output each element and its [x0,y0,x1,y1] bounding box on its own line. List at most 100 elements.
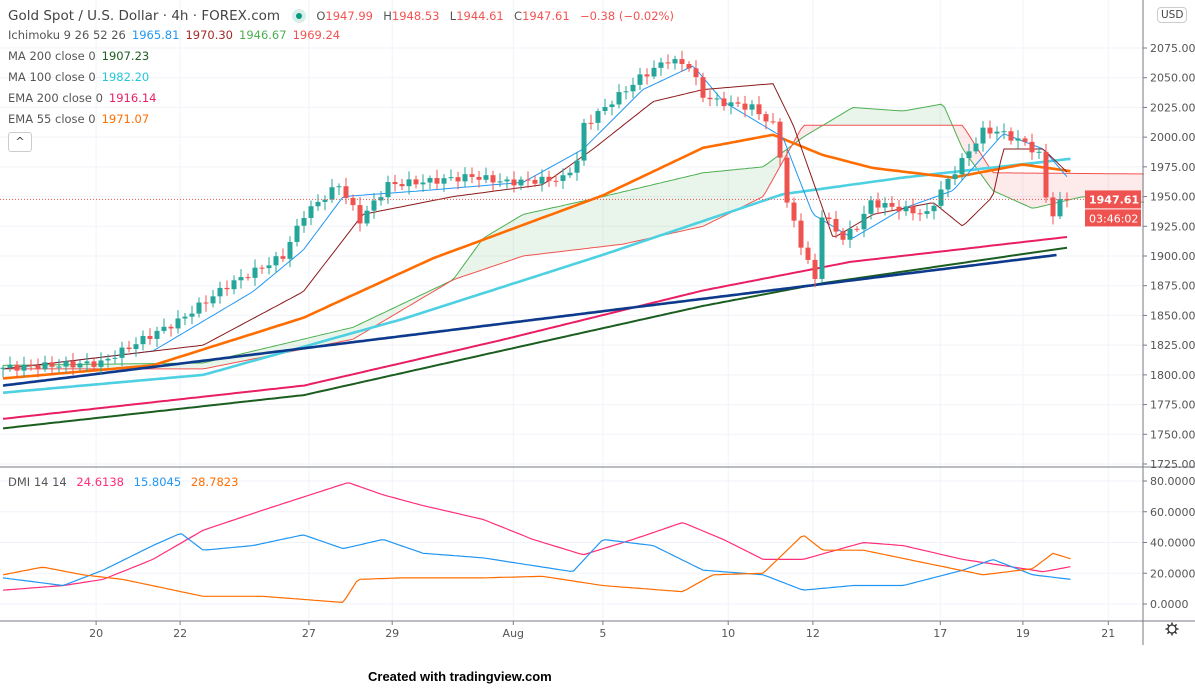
price-tick-label: 2050.00 [1150,72,1195,85]
ichimoku-cloud-segment [531,211,535,256]
candle-body [938,189,944,206]
time-tick-label: 10 [721,627,735,640]
candle-body [413,179,419,185]
indicator-name: EMA 200 close 0 [8,91,103,105]
candle-body [819,217,825,279]
time-tick-label: Aug [503,627,524,640]
ichimoku-cloud-segment [87,364,91,369]
bar-countdown-label: 03:46:02 [1089,212,1138,225]
candle-body [609,104,615,108]
candle-body [847,228,853,240]
ichimoku-cloud-segment [192,363,196,369]
currency-button[interactable]: USD [1157,7,1188,23]
ichimoku-cloud-segment [430,289,434,294]
time-tick-label: 12 [806,627,820,640]
time-tick-label: 17 [933,627,947,640]
candle-body [952,174,958,179]
ichimoku-cloud-segment [318,334,322,347]
ichimoku-cloud-segment [664,181,668,235]
low-value: 1944.61 [456,9,504,23]
candle-body [434,177,440,184]
candle-body [357,205,363,224]
candle-body [70,361,76,368]
ichimoku-cloud-segment [878,109,882,126]
ichimoku-cloud-segment [188,363,192,369]
ichimoku-cloud-segment [717,171,721,220]
price-tick-label: 1975.00 [1150,161,1195,174]
settings-gear-icon[interactable] [1165,622,1179,636]
candle-body [371,200,377,211]
ichimoku-cloud-segment [426,290,430,296]
candle-body [882,202,888,208]
candle-body [644,74,650,77]
candle-body [833,218,839,232]
ichimoku-cloud-segment [895,110,899,126]
candle-body [308,206,314,218]
candle-body [931,205,937,212]
candle-body [42,362,48,370]
candle-body [56,366,62,368]
ichimoku-cloud-segment [885,109,889,126]
ichimoku-cloud-segment [314,335,318,347]
indicator-value: 1946.67 [239,28,287,42]
ichimoku-cloud-segment [622,191,626,245]
time-tick-label: 22 [173,627,187,640]
ichimoku-cloud-segment [909,109,913,126]
price-tick-label: 1825.00 [1150,339,1195,352]
ichimoku-cloud-segment [395,305,399,315]
candle-body [1029,141,1035,153]
ichimoku-cloud-segment [745,168,749,206]
ichimoku-cloud-segment [748,167,752,204]
ichimoku-cloud-segment [867,108,871,126]
collapse-legend-button[interactable]: ^ [8,132,32,152]
ichimoku-cloud-segment [626,190,630,244]
ichimoku-cloud-segment [108,364,112,369]
candle-body [35,365,41,370]
candle-body [924,211,930,214]
ichimoku-cloud-segment [1053,173,1057,204]
ichimoku-cloud-segment [685,176,689,231]
candle-body [224,287,230,290]
ichimoku-cloud-segment [500,226,504,264]
ichimoku-cloud-segment [654,183,658,238]
candle-body [231,280,237,290]
ichimoku-cloud-segment [384,310,388,321]
ichimoku-cloud-segment [853,107,857,126]
candle-body [1057,198,1063,217]
time-tick-label: 20 [89,627,103,640]
candle-body [315,201,321,207]
candle-body [581,122,587,161]
candle-body [259,267,265,269]
candle-body [406,179,412,187]
candle-body [770,121,776,123]
candle-body [630,84,636,92]
series-line-ma-200 [2,246,1068,430]
ichimoku-cloud-segment [1000,172,1004,196]
ichimoku-cloud-segment [752,167,756,203]
ichimoku-cloud-segment [692,174,696,229]
ichimoku-cloud-segment [706,172,710,225]
dmi-tick-label: 80.0000 [1150,475,1195,488]
ichimoku-cloud-segment [724,170,728,216]
indicator-name: EMA 55 close 0 [8,112,96,126]
candle-body [546,176,552,181]
ichimoku-cloud-segment [965,129,969,158]
candle-body [462,174,468,182]
candle-body [574,160,580,173]
ichimoku-cloud-segment [587,199,591,249]
ichimoku-cloud-segment [83,364,87,369]
ichimoku-cloud-segment [762,164,766,197]
candle-body [518,179,524,186]
ichimoku-cloud-segment [594,197,598,248]
candle-body [266,265,272,269]
candle-body [441,178,447,184]
ichimoku-cloud-segment [927,106,931,126]
candle-body [98,360,104,367]
ichimoku-cloud-segment [1077,173,1081,198]
ichimoku-cloud-segment [563,204,567,252]
time-tick-label: 21 [1101,627,1115,640]
ichimoku-cloud-segment [503,223,507,263]
ichimoku-cloud-segment [699,172,703,228]
candle-body [826,217,832,219]
